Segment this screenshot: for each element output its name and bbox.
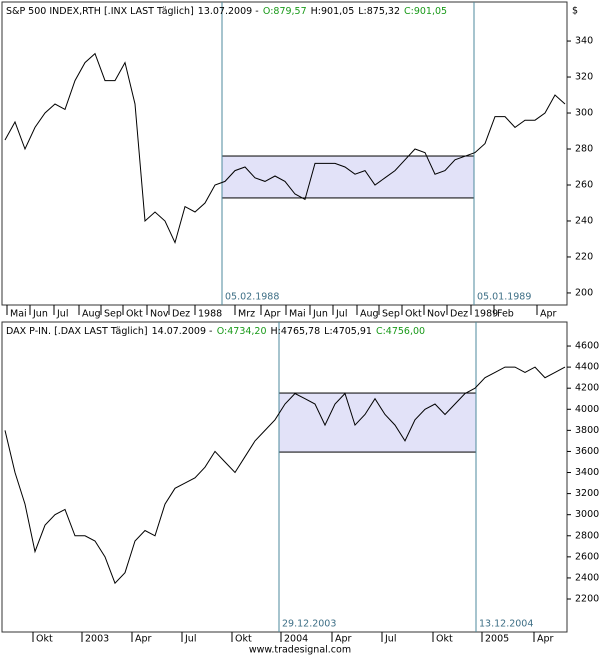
y-tick-label: 340 [575,36,593,47]
range-box [221,155,475,199]
x-tick-label: Mrz [238,309,255,320]
panel-header: DAX P-IN. [.DAX LAST Täglich] 14.07.2009 … [6,326,425,337]
header-date: 14.07.2009 - [152,326,213,337]
x-tick-label: Okt [405,309,422,320]
x-tick-label: 2003 [85,634,109,645]
date-marker-label: 29.12.2003 [282,619,336,630]
x-tick-label: Okt [235,634,252,645]
header-low: L:875,32 [358,6,400,17]
header-high: H:901,05 [311,6,355,17]
y-tick-label: 3000 [575,509,599,520]
axis-unit: $ [572,6,578,17]
header-open: O:4734,20 [217,326,267,337]
x-tick-label: Feb [497,309,514,320]
x-tick-label: Apr [335,634,352,645]
y-tick-label: 280 [575,144,593,155]
header-title: S&P 500 INDEX,RTH [.INX LAST Täglich] [6,6,194,17]
x-tick-label: Jul [384,634,396,645]
y-tick-label: 2600 [575,551,599,562]
y-tick-label: 4400 [575,362,599,373]
y-tick-label: 240 [575,215,593,226]
x-tick-label: Okt [36,634,53,645]
x-tick-label: Apr [264,309,281,320]
x-tick-label: 1989 [474,309,498,320]
y-tick-label: 300 [575,108,593,119]
header-close: C:4756,00 [376,326,425,337]
header-date: 13.07.2009 - [198,6,259,17]
y-tick-label: 260 [575,179,593,190]
header-close: C:901,05 [404,6,447,17]
x-tick-label: Aug [360,309,379,320]
y-tick-label: 2200 [575,594,599,605]
x-tick-label: Jul [56,309,68,320]
x-tick-label: Sep [382,309,400,320]
x-tick-label: 1988 [198,309,222,320]
x-tick-label: Apr [537,634,554,645]
header-title: DAX P-IN. [.DAX LAST Täglich] [6,326,148,337]
x-tick-label: Jun [32,309,48,320]
x-tick-label: 2005 [485,634,509,645]
x-tick-label: Okt [436,634,453,645]
x-tick-label: 2004 [284,634,308,645]
x-tick-label: Mai [10,309,27,320]
x-tick-label: Jul [335,309,347,320]
date-marker-label: 05.01.1989 [477,292,531,303]
x-tick-label: Dez [172,309,190,320]
y-tick-label: 3400 [575,467,599,478]
y-tick-label: 200 [575,287,593,298]
x-tick-label: Apr [135,634,152,645]
y-tick-label: 220 [575,251,593,262]
date-marker-label: 05.02.1988 [225,292,279,303]
panel-frame [1,1,568,306]
panel-header: S&P 500 INDEX,RTH [.INX LAST Täglich] 13.… [6,6,447,17]
panel-frame [1,321,568,633]
x-tick-label: Jun [312,309,328,320]
y-tick-label: 320 [575,72,593,83]
y-tick-label: 4000 [575,404,599,415]
y-tick-label: 4200 [575,383,599,394]
y-tick-label: 4600 [575,341,599,352]
y-tick-label: 3800 [575,425,599,436]
footer: www.tradesignal.com [249,645,351,656]
y-tick-label: 3600 [575,446,599,457]
header-high: H:4765,78 [271,326,321,337]
y-tick-label: 3200 [575,488,599,499]
price-line [4,366,566,585]
x-tick-label: Nov [150,309,169,320]
x-tick-label: Nov [427,309,446,320]
x-tick-label: Okt [126,309,143,320]
header-low: L:4705,91 [324,326,372,337]
x-tick-label: Dez [450,309,468,320]
y-tick-label: 2800 [575,530,599,541]
x-tick-label: Mai [289,309,306,320]
price-line [4,52,566,245]
x-tick-label: Aug [82,309,101,320]
y-tick-label: 2400 [575,572,599,583]
header-open: O:879,57 [263,6,307,17]
x-tick-label: Apr [540,309,557,320]
x-tick-label: Jul [184,634,196,645]
date-marker-label: 13.12.2004 [479,619,533,630]
x-tick-label: Sep [104,309,122,320]
